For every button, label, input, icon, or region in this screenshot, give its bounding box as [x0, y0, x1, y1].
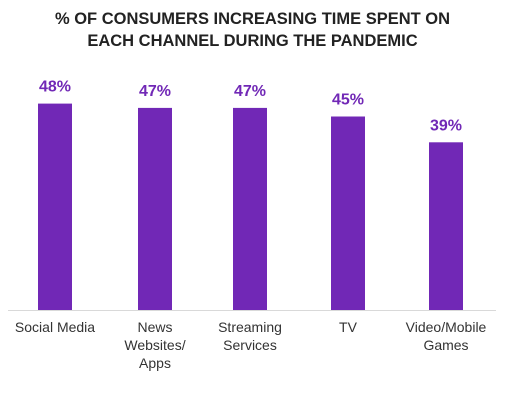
x-tick-label: Video/Mobile Games — [405, 319, 487, 353]
value-label: 45% — [332, 92, 364, 109]
x-tick-label: News Websites/ Apps — [124, 319, 186, 371]
value-label: 47% — [139, 83, 171, 100]
value-label: 47% — [234, 83, 266, 100]
x-tick-label: Social Media — [14, 319, 96, 335]
bar — [331, 116, 365, 310]
value-label: 48% — [39, 79, 71, 96]
x-tick-label: TV — [339, 319, 357, 335]
bar — [138, 107, 172, 311]
value-label: 39% — [430, 117, 462, 134]
bar — [233, 107, 267, 311]
x-tick-label: Streaming Services — [218, 319, 282, 353]
chart-title: % OF CONSUMERS INCREASING TIME SPENT ON … — [54, 10, 451, 50]
bar — [429, 142, 463, 310]
bar — [38, 103, 72, 310]
